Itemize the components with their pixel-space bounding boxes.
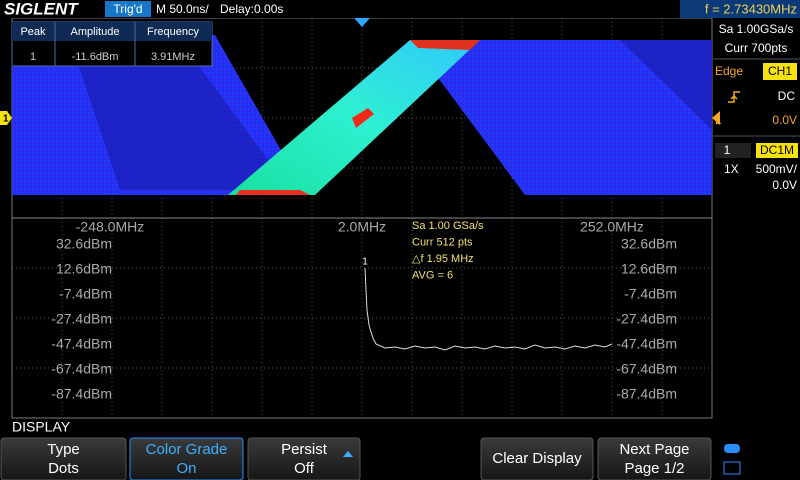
wave-hot [352, 108, 374, 128]
wave-band [410, 40, 712, 195]
freq-label: -248.0MHz [76, 219, 144, 235]
button-value: Dots [48, 460, 79, 477]
side-panel: Sa 1.00GSa/s Curr 700pts Edge CH1 DC L 0… [713, 18, 800, 192]
fft-info: Sa 1.00 GSa/s [412, 220, 484, 232]
menu-button[interactable] [129, 437, 244, 480]
coupling-box [756, 143, 798, 158]
button-label: Color Grade [146, 441, 228, 458]
trigger-position-marker [354, 18, 370, 27]
wave-band [70, 40, 290, 190]
level-label-right: -27.4dBm [616, 311, 677, 327]
sample-rate: Sa 1.00GSa/s [719, 22, 794, 36]
table-header: Peak [20, 26, 46, 38]
level-label-right: -67.4dBm [616, 361, 677, 377]
trigger-source-box [763, 63, 797, 80]
trigger-type: Edge [715, 64, 743, 78]
brand: SIGLENT [4, 0, 79, 18]
fft-info: AVG = 6 [412, 269, 453, 281]
delay: Delay:0.00s [220, 2, 283, 16]
submenu-arrow [343, 451, 353, 457]
button-value: On [176, 460, 196, 477]
table-header: Frequency [147, 26, 199, 38]
table-header: Amplitude [71, 26, 120, 38]
usb-icon [724, 444, 740, 453]
level-label-left: 12.6dBm [56, 261, 112, 277]
button-value: Off [294, 460, 315, 477]
wave-hot [236, 190, 310, 195]
channel-marker: 1 [3, 114, 9, 125]
button-label: Persist [281, 441, 328, 458]
menu-title: DISPLAY [12, 419, 71, 435]
trigger-level-label: L [715, 113, 722, 127]
network-icon [723, 461, 741, 475]
frequency-box [680, 0, 800, 18]
menu-button[interactable] [0, 437, 127, 480]
trigger-level-marker [712, 111, 720, 125]
level-label-left: 32.6dBm [56, 236, 112, 252]
fft-trace [364, 267, 613, 351]
timebase: M 50.0ns/ [156, 2, 209, 16]
level-label-left: -87.4dBm [51, 386, 112, 402]
channel: 1 [724, 143, 731, 157]
level-label-left: -27.4dBm [51, 311, 112, 327]
status-icons [723, 444, 741, 475]
button-label: Clear Display [492, 450, 582, 467]
level-label-right: -47.4dBm [616, 336, 677, 352]
table-cell: -11.6dBm [72, 51, 119, 63]
level-label-right: -7.4dBm [624, 286, 677, 302]
freq-label: 2.0MHz [338, 219, 386, 235]
level-label-right: 12.6dBm [621, 261, 677, 277]
fft-info: △f 1.95 MHz [412, 253, 474, 265]
fft-info: Curr 512 pts [412, 236, 473, 248]
frequency: f = 2.73430MHz [705, 1, 797, 16]
menu-button[interactable] [480, 437, 594, 480]
vertical-scale: 500mV/ [756, 162, 798, 176]
table-cell: 1 [30, 51, 36, 63]
trigger-status: Trig'd [113, 2, 142, 16]
offset: 0.0V [772, 178, 797, 192]
button-label: Next Page [619, 441, 689, 458]
waveform [12, 35, 712, 195]
wave-hot [410, 40, 480, 50]
peak-table-header [12, 22, 212, 41]
probe: 1X [724, 162, 739, 176]
trigger-status-box [105, 1, 151, 17]
channel-coupling: DC1M [760, 143, 794, 157]
menu-button[interactable] [597, 437, 712, 480]
header-bar [0, 0, 800, 18]
channel-marker-shape [0, 111, 12, 125]
level-label-left: -7.4dBm [59, 286, 112, 302]
trigger-coupling: DC [778, 89, 796, 103]
button-label: Type [47, 441, 80, 458]
level-label-right: -87.4dBm [616, 386, 677, 402]
menu-button[interactable] [247, 437, 361, 480]
peak-marker: 1 [362, 257, 368, 268]
acq-box [713, 18, 800, 58]
table-cell: 3.91MHz [151, 51, 195, 63]
trigger-source: CH1 [768, 64, 792, 78]
trigger-level: 0.0V [772, 113, 797, 127]
freq-label: 252.0MHz [580, 219, 644, 235]
channel-box [715, 143, 751, 158]
level-label-right: 32.6dBm [621, 236, 677, 252]
level-label-left: -67.4dBm [51, 361, 112, 377]
slope-icon [728, 91, 740, 103]
level-label-left: -47.4dBm [51, 336, 112, 352]
memory-depth: Curr 700pts [725, 41, 788, 55]
wave-band [620, 40, 712, 130]
button-value: Page 1/2 [624, 460, 684, 477]
